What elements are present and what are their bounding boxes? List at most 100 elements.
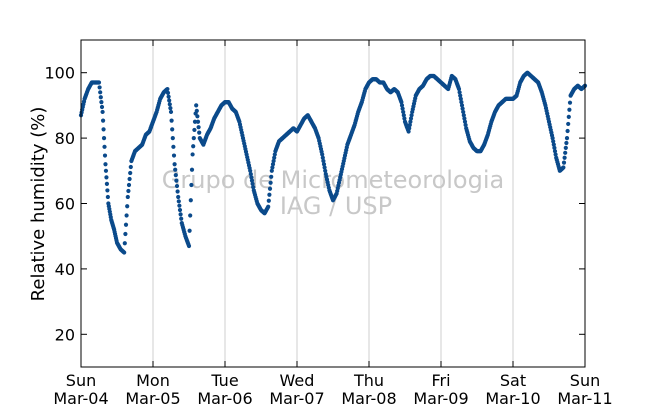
data-point-interp: [458, 93, 463, 98]
data-point-interp: [103, 168, 109, 173]
data-point-interp: [123, 222, 129, 227]
data-point: [320, 152, 325, 157]
x-tick-weekday: Mon: [136, 371, 170, 390]
data-point-interp: [171, 144, 176, 149]
data-point: [168, 109, 174, 115]
data-point-interp: [459, 100, 464, 105]
data-point-interp: [564, 140, 569, 146]
data-point-interp: [167, 102, 172, 107]
data-point-interp: [552, 145, 557, 151]
data-point-interp: [189, 167, 195, 172]
x-tick-date: Mar-10: [485, 389, 540, 408]
x-tick-weekday: Sun: [66, 371, 96, 390]
data-point-interp: [249, 175, 254, 180]
data-point-interp: [567, 107, 572, 112]
x-tick-weekday: Thu: [353, 371, 384, 390]
data-point: [125, 194, 130, 200]
y-axis-ticks: 20 40 60 80 100: [44, 64, 585, 344]
data-point-interp: [188, 213, 193, 218]
data-point-interp: [270, 162, 276, 167]
data-point-interp: [402, 116, 407, 121]
data-point-interp: [266, 198, 271, 203]
x-tick-date: Mar-06: [197, 389, 252, 408]
data-point-interp: [269, 174, 274, 179]
data-point-interp: [320, 155, 325, 160]
data-point-interp: [562, 155, 567, 160]
data-point-interp: [461, 109, 466, 115]
data-points: [78, 70, 588, 255]
data-point-interp: [566, 121, 571, 127]
data-point-interp: [321, 162, 327, 167]
data-point-interp: [552, 149, 558, 154]
data-point-interp: [179, 216, 184, 221]
data-point-interp: [124, 213, 129, 218]
data-point-interp: [98, 90, 103, 95]
data-point-interp: [270, 165, 275, 170]
y-tick-label: 100: [44, 64, 75, 83]
data-point-interp: [105, 194, 110, 200]
y-tick-label: 60: [55, 195, 75, 214]
data-point-interp: [399, 103, 405, 108]
data-point-interp: [461, 113, 466, 118]
data-point: [550, 136, 555, 141]
data-point-interp: [128, 170, 133, 176]
x-tick-date: Mar-04: [53, 389, 108, 408]
watermark-line-1: Grupo de Micrometeorologia: [162, 166, 504, 194]
data-point-interp: [272, 152, 277, 157]
data-point-interp: [407, 122, 412, 128]
data-point-interp: [127, 176, 132, 182]
y-tick-label: 80: [55, 129, 75, 148]
x-tick-weekday: Sun: [570, 371, 600, 390]
data-point-interp: [104, 175, 109, 180]
data-point: [96, 80, 102, 85]
data-point: [186, 243, 192, 249]
data-point: [172, 162, 177, 167]
data-point-interp: [459, 103, 465, 108]
data-point-interp: [189, 182, 194, 188]
data-point-interp: [178, 212, 183, 217]
data-point: [269, 168, 274, 173]
data-point: [406, 129, 411, 134]
data-point-interp: [126, 188, 131, 194]
data-point-interp: [101, 136, 107, 141]
data-point-interp: [563, 145, 568, 151]
data-point: [194, 103, 199, 108]
y-axis-label: Relative humidity (%): [28, 107, 49, 302]
data-point: [266, 204, 271, 209]
data-point-interp: [249, 178, 255, 183]
data-point-interp: [567, 100, 573, 105]
data-point-interp: [123, 231, 128, 237]
data-point-interp: [250, 181, 255, 186]
data-point-interp: [104, 181, 110, 186]
data-point-interp: [267, 192, 272, 197]
data-point-interp: [401, 109, 406, 115]
data-point-interp: [102, 153, 108, 158]
data-point: [561, 165, 566, 170]
data-point-interp: [267, 186, 273, 191]
x-tick-weekday: Fri: [431, 371, 450, 390]
data-point-interp: [126, 182, 132, 188]
data-point-interp: [457, 90, 462, 95]
data-point-interp: [463, 122, 468, 128]
data-point: [176, 194, 181, 200]
y-tick-label: 20: [55, 325, 75, 344]
data-point-interp: [553, 152, 558, 157]
data-point-interp: [462, 119, 468, 124]
data-point-interp: [173, 173, 178, 178]
data-point-interp: [551, 142, 556, 147]
data-point-interp: [323, 168, 328, 173]
data-point-interp: [128, 164, 133, 170]
data-point-interp: [272, 155, 277, 160]
data-point-interp: [188, 198, 193, 203]
data-point-interp: [187, 228, 192, 233]
data-point: [165, 86, 170, 92]
data-point-interp: [192, 127, 197, 133]
data-point-interp: [566, 114, 571, 119]
data-point-interp: [197, 130, 202, 135]
data-point-interp: [401, 113, 406, 118]
data-point-interp: [99, 104, 105, 110]
x-tick-weekday: Sat: [500, 371, 526, 390]
data-point-interp: [169, 118, 174, 123]
data-point-interp: [98, 95, 103, 100]
